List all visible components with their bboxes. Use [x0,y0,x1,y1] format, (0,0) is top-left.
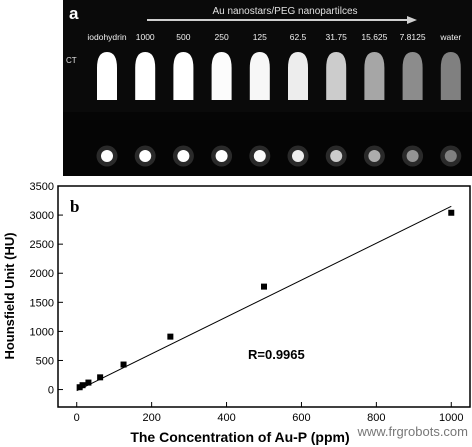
sample-tube [249,52,270,100]
sample-label: 15.625 [361,32,387,42]
sample-label: 250 [215,32,229,42]
sample-label: iodohydrin [87,32,126,42]
chart-panel: b 0 500 1000 1500 2000 2500 3000 3500 0 200 400 60… [2,181,471,445]
sample-dot [101,150,113,162]
plot-frame [57,185,471,408]
concentration-arrowhead [407,16,417,24]
sample-tube [97,52,117,100]
y-tick-label: 2500 [30,239,54,251]
x-axis-title: The Concentration of Au-P (ppm) [130,429,349,445]
y-tick-label: 1000 [30,326,54,338]
x-tick-label: 800 [367,412,385,424]
sample-dot [215,150,228,162]
watermark: www.frgrobots.com [357,424,468,439]
panel-a-header: Au nanostars/PEG nanopartilces [212,6,357,17]
sample-dot [292,150,304,162]
data-point [167,333,174,340]
sample-label: 31.75 [326,32,348,42]
x-tick-label: 200 [142,412,160,424]
y-tick-label: 3500 [30,181,54,193]
y-tick-label: 500 [36,355,54,367]
sample-tube [173,52,194,100]
y-tick-label: 0 [48,385,54,397]
samples-layer: iodohydrin 1000 500 250 125 62.5 31.75 15.625 7.… [87,32,461,167]
sample-dot [177,150,190,162]
data-point [120,361,127,368]
data-points [76,209,455,391]
y-tick-label: 1500 [30,297,54,309]
x-tick-label: 600 [292,412,310,424]
data-point [85,379,92,386]
panel-b-letter: b [70,197,79,216]
sample-tube [402,52,423,100]
sample-tube [211,52,232,100]
data-point [448,209,455,216]
sample-tube [288,52,308,100]
sample-dot [406,150,419,162]
y-axis: 0 500 1000 1500 2000 2500 3000 3500 [30,181,63,397]
ct-image-panel: a Au nanostars/PEG nanopartilces CT iodo… [63,0,472,176]
data-point [97,374,104,381]
x-tick-label: 1000 [439,412,463,424]
data-point [79,382,86,389]
y-axis-title: Hounsfield Unit (HU) [2,232,17,359]
sample-label: water [439,32,461,42]
sample-label: 62.5 [290,32,307,42]
ct-row-label: CT [66,56,77,65]
y-tick-label: 2000 [30,268,54,280]
ct-lower-band [63,112,472,176]
sample-label: 500 [176,32,190,42]
sample-tube [135,52,156,100]
y-tick-label: 3000 [30,210,54,222]
sample-tube [326,52,347,100]
x-tick-label: 400 [217,412,235,424]
sample-dot [139,150,152,162]
sample-label: 7.8125 [400,32,426,42]
sample-label: 1000 [136,32,155,42]
sample-dot [444,150,457,162]
sample-dot [253,150,266,162]
x-tick-label: 0 [74,412,80,424]
r-value-annotation: R=0.9965 [248,347,305,362]
sample-tube [440,52,461,100]
data-point [261,283,267,290]
fit-line [76,205,452,392]
sample-dot [330,150,343,162]
sample-tube [364,52,385,100]
x-axis: 0 200 400 600 800 1000 [74,402,464,424]
panel-a-letter: a [69,4,79,23]
sample-dot [368,150,381,162]
sample-label: 125 [253,32,267,42]
